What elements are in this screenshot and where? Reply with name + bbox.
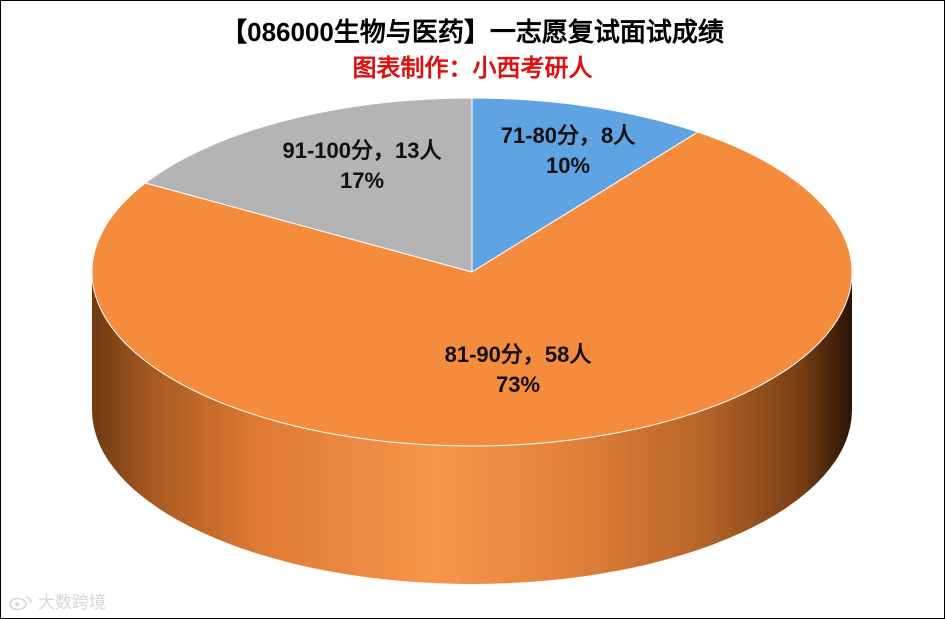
slice-label-1: 71-80分，8人 — [501, 123, 636, 148]
slice-percent-1: 10% — [546, 153, 590, 178]
pie-data-labels: 71-80分，8人 10% 81-90分，58人 73% 91-100分，13人 17% — [283, 123, 636, 397]
chart-title: 【086000生物与医药】一志愿复试面试成绩 — [221, 17, 724, 47]
watermark-text: 大数跨境 — [38, 593, 106, 613]
slice-percent-2: 73% — [496, 372, 540, 397]
pie-side-wall — [92, 272, 852, 584]
slice-percent-3: 17% — [340, 168, 384, 193]
chart-subtitle: 图表制作：小西考研人 — [352, 55, 593, 82]
slice-label-3: 91-100分，13人 — [283, 138, 442, 163]
slice-label-2: 81-90分，58人 — [445, 342, 592, 367]
pie-side-face — [92, 272, 852, 584]
pie-slice-2 — [91, 131, 853, 447]
watermark: 大数跨境 — [8, 588, 106, 613]
pie-top-slices — [91, 97, 853, 447]
pie-slice-1 — [471, 97, 699, 273]
pie-slice-3 — [144, 97, 473, 273]
weibo-icon — [9, 596, 32, 610]
